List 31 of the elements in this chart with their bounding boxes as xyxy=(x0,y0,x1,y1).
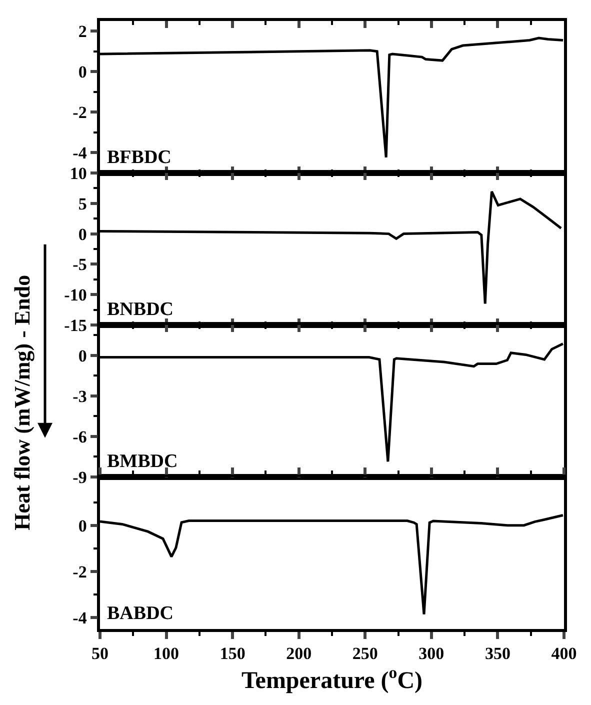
y-tick-label: 0 xyxy=(78,62,87,82)
x-axis-title: Temperature ($^{o}$C) xyxy=(241,663,423,694)
x-tick-label: 150 xyxy=(220,644,246,664)
y-tick-label: -9 xyxy=(72,468,87,487)
x-tick-label: 400 xyxy=(551,644,577,664)
x-tick-label: 200 xyxy=(286,644,312,664)
y-tick-label: -10 xyxy=(64,286,87,305)
x-tick-label: 250 xyxy=(352,644,378,664)
x-tick-label: 100 xyxy=(154,644,180,664)
x-tick-label: 350 xyxy=(484,644,510,664)
y-tick-label: -2 xyxy=(72,103,87,122)
annotation: BFBDC xyxy=(107,147,172,168)
y-tick-label: 0 xyxy=(78,516,87,536)
annotation: BMBDC xyxy=(107,451,178,472)
y-tick-label: 0 xyxy=(78,346,87,366)
y-tick-label: 5 xyxy=(78,194,87,214)
y-tick-label: 10 xyxy=(70,164,87,183)
y-tick-label: -5 xyxy=(72,255,87,274)
y-tick-label: -2 xyxy=(72,562,87,582)
x-tick-label: 300 xyxy=(418,644,444,664)
x-tick-label: 50 xyxy=(92,644,108,664)
annotation: BABDC xyxy=(107,603,174,624)
y-tick-label: -4 xyxy=(72,608,88,628)
y-tick-label: -4 xyxy=(72,144,88,163)
y-tick-label: 0 xyxy=(78,224,87,244)
y-tick-label: -15 xyxy=(64,316,87,335)
y-tick-label: -6 xyxy=(72,427,87,446)
y-tick-label: -3 xyxy=(72,386,87,406)
annotation: BNBDC xyxy=(107,299,174,320)
y-tick-label: 2 xyxy=(78,22,87,42)
y-axis-title: Heat flow (mW/mg) - Endo xyxy=(10,274,35,530)
